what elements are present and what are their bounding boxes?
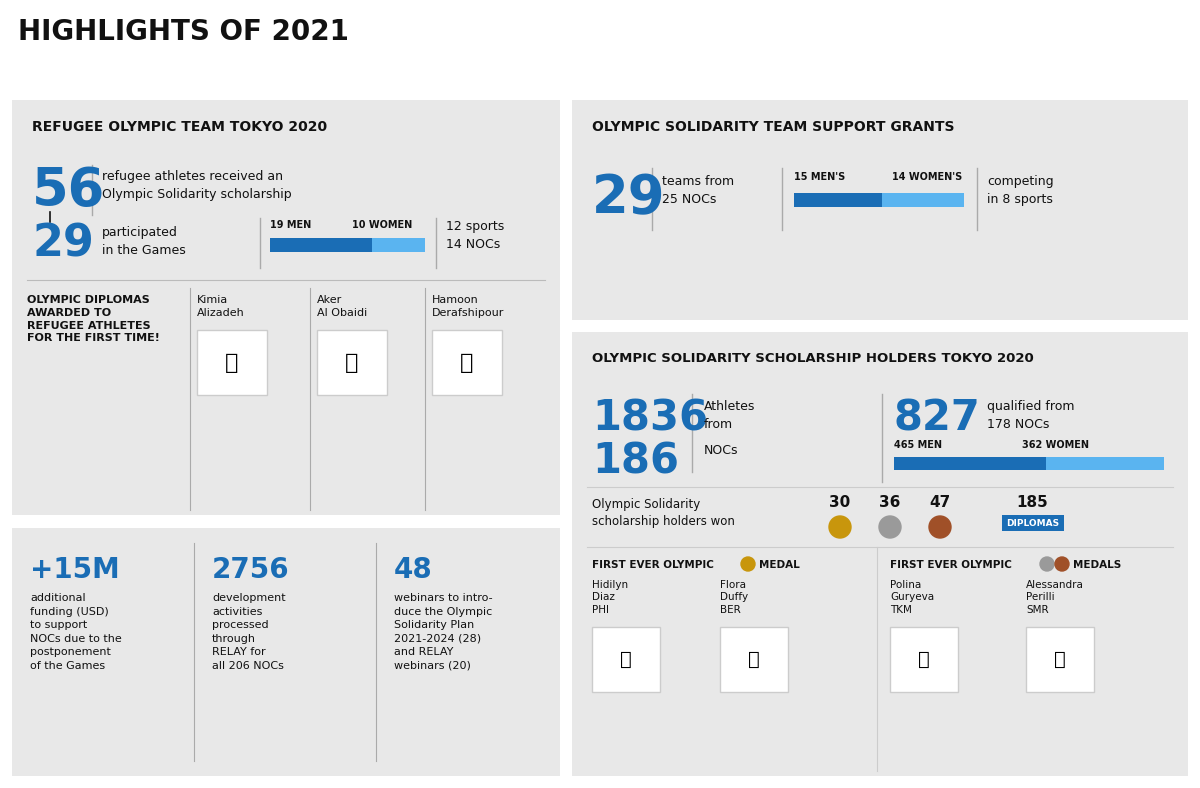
Text: additional
funding (USD)
to support
NOCs due to the
postponement
of the Games: additional funding (USD) to support NOCs… <box>30 593 121 671</box>
Text: refugee athletes received an
Olympic Solidarity scholarship: refugee athletes received an Olympic Sol… <box>102 170 292 201</box>
Text: Hamoon
Derafshipour: Hamoon Derafshipour <box>432 295 504 318</box>
Text: Athletes
from: Athletes from <box>704 400 755 431</box>
Text: HIGHLIGHTS OF 2021: HIGHLIGHTS OF 2021 <box>18 18 349 46</box>
FancyBboxPatch shape <box>270 238 372 252</box>
FancyBboxPatch shape <box>1026 627 1094 692</box>
Text: Polina
Guryeva
TKM: Polina Guryeva TKM <box>890 580 934 615</box>
Text: 19 MEN: 19 MEN <box>270 220 311 230</box>
FancyBboxPatch shape <box>372 238 425 252</box>
Text: MEDAL: MEDAL <box>760 560 799 570</box>
FancyBboxPatch shape <box>1046 457 1164 470</box>
FancyBboxPatch shape <box>720 627 788 692</box>
Text: 56: 56 <box>32 165 106 217</box>
Text: 10 WOMEN: 10 WOMEN <box>352 220 413 230</box>
Text: 47: 47 <box>929 495 950 510</box>
Text: 14 WOMEN'S: 14 WOMEN'S <box>892 172 962 182</box>
Text: Hidilyn
Diaz
PHI: Hidilyn Diaz PHI <box>592 580 628 615</box>
Text: 🤼: 🤼 <box>346 352 359 373</box>
FancyBboxPatch shape <box>572 332 1188 776</box>
Text: participated
in the Games: participated in the Games <box>102 226 186 257</box>
Text: development
activities
processed
through
RELAY for
all 206 NOCs: development activities processed through… <box>212 593 286 671</box>
Text: FIRST EVER OLYMPIC: FIRST EVER OLYMPIC <box>592 560 714 570</box>
Text: 🚴: 🚴 <box>748 650 760 669</box>
Text: 🤸: 🤸 <box>918 650 930 669</box>
Text: OLYMPIC SOLIDARITY SCHOLARSHIP HOLDERS TOKYO 2020: OLYMPIC SOLIDARITY SCHOLARSHIP HOLDERS T… <box>592 352 1033 365</box>
Text: 36: 36 <box>880 495 901 510</box>
FancyBboxPatch shape <box>890 627 958 692</box>
Text: 🏹: 🏹 <box>461 352 474 373</box>
FancyBboxPatch shape <box>882 193 964 207</box>
Text: REFUGEE OLYMPIC TEAM TOKYO 2020: REFUGEE OLYMPIC TEAM TOKYO 2020 <box>32 120 328 134</box>
FancyBboxPatch shape <box>894 457 1046 470</box>
Circle shape <box>742 557 755 571</box>
Text: Kimia
Alizadeh: Kimia Alizadeh <box>197 295 245 318</box>
Text: FIRST EVER OLYMPIC: FIRST EVER OLYMPIC <box>890 560 1012 570</box>
Text: competing
in 8 sports: competing in 8 sports <box>986 175 1054 206</box>
Text: Olympic Solidarity
scholarship holders won: Olympic Solidarity scholarship holders w… <box>592 498 734 528</box>
Circle shape <box>878 516 901 538</box>
Text: Flora
Duffy
BER: Flora Duffy BER <box>720 580 748 615</box>
FancyBboxPatch shape <box>592 627 660 692</box>
Text: 827: 827 <box>894 397 980 439</box>
Text: 🏹: 🏹 <box>1054 650 1066 669</box>
Text: DIPLOMAS: DIPLOMAS <box>1007 519 1060 527</box>
Text: webinars to intro-
duce the Olympic
Solidarity Plan
2021-2024 (28)
and RELAY
web: webinars to intro- duce the Olympic Soli… <box>394 593 493 671</box>
Text: 362 WOMEN: 362 WOMEN <box>1022 440 1090 450</box>
Text: qualified from
178 NOCs: qualified from 178 NOCs <box>986 400 1074 431</box>
Text: NOCs: NOCs <box>704 444 738 457</box>
FancyBboxPatch shape <box>317 330 386 395</box>
Text: Alessandra
Perilli
SMR: Alessandra Perilli SMR <box>1026 580 1084 615</box>
Text: MEDALS: MEDALS <box>1073 560 1121 570</box>
Text: 2756: 2756 <box>212 556 289 584</box>
Text: 12 sports
14 NOCs: 12 sports 14 NOCs <box>446 220 504 251</box>
Text: OLYMPIC SOLIDARITY TEAM SUPPORT GRANTS: OLYMPIC SOLIDARITY TEAM SUPPORT GRANTS <box>592 120 954 134</box>
Text: 🏋: 🏋 <box>620 650 632 669</box>
FancyBboxPatch shape <box>432 330 502 395</box>
Text: +15M: +15M <box>30 556 120 584</box>
FancyBboxPatch shape <box>12 100 560 515</box>
Text: 186: 186 <box>592 440 679 482</box>
Text: 465 MEN: 465 MEN <box>894 440 942 450</box>
Circle shape <box>1040 557 1054 571</box>
Text: 29: 29 <box>32 222 94 265</box>
Text: 🥋: 🥋 <box>226 352 239 373</box>
Text: OLYMPIC DIPLOMAS
AWARDED TO
REFUGEE ATHLETES
FOR THE FIRST TIME!: OLYMPIC DIPLOMAS AWARDED TO REFUGEE ATHL… <box>28 295 160 344</box>
Text: 29: 29 <box>592 172 666 224</box>
FancyBboxPatch shape <box>1002 515 1064 531</box>
FancyBboxPatch shape <box>12 528 560 776</box>
Text: 1836: 1836 <box>592 397 708 439</box>
Circle shape <box>829 516 851 538</box>
Text: 30: 30 <box>829 495 851 510</box>
Text: 48: 48 <box>394 556 433 584</box>
Text: teams from
25 NOCs: teams from 25 NOCs <box>662 175 734 206</box>
FancyBboxPatch shape <box>794 193 882 207</box>
Circle shape <box>1055 557 1069 571</box>
FancyBboxPatch shape <box>197 330 266 395</box>
Circle shape <box>929 516 952 538</box>
FancyBboxPatch shape <box>572 100 1188 320</box>
Text: Aker
Al Obaidi: Aker Al Obaidi <box>317 295 367 318</box>
Text: 185: 185 <box>1016 495 1048 510</box>
Text: 15 MEN'S: 15 MEN'S <box>794 172 845 182</box>
